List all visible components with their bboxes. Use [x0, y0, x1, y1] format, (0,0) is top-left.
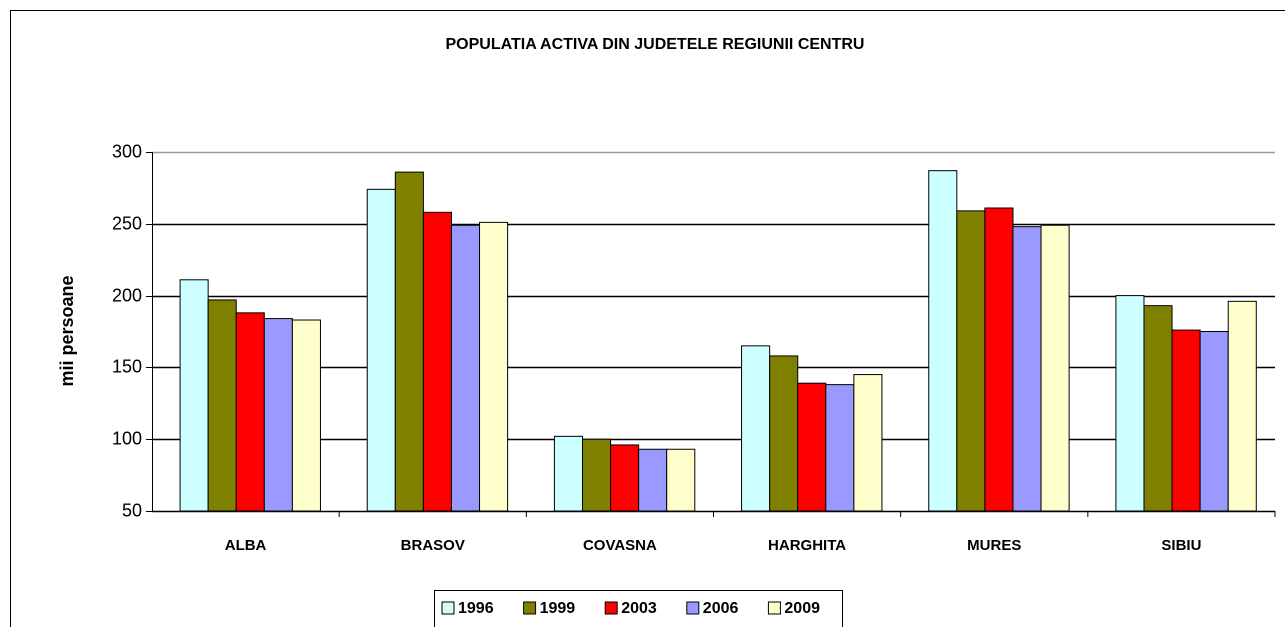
bar — [394, 171, 424, 512]
y-tick-label: 100 — [112, 428, 142, 448]
legend-label: 2006 — [703, 600, 739, 617]
bar — [769, 355, 799, 512]
legend-label: 2009 — [784, 600, 820, 617]
bar — [825, 384, 855, 512]
y-axis-label: mii persoane — [57, 275, 77, 386]
y-tick-label: 200 — [112, 285, 142, 305]
bar — [853, 374, 883, 512]
y-tick-label: 150 — [112, 356, 142, 376]
bar — [1115, 295, 1145, 512]
legend-swatch — [523, 601, 537, 615]
x-tick-label: COVASNA — [583, 537, 657, 554]
bar — [235, 312, 265, 512]
legend-label: 1996 — [458, 600, 494, 617]
legend-label: 1999 — [540, 600, 576, 617]
legend-swatch — [441, 601, 455, 615]
bar — [581, 438, 612, 512]
bar — [263, 318, 293, 512]
bar — [366, 188, 396, 512]
bar — [984, 207, 1014, 512]
x-tick-label: BRASOV — [401, 537, 465, 554]
bar — [610, 444, 640, 512]
chart-title: POPULATIA ACTIVA DIN JUDETELE REGIUNII C… — [446, 36, 865, 53]
legend-swatch — [604, 601, 618, 615]
bar — [1227, 300, 1257, 512]
legend-swatch — [686, 601, 700, 615]
x-tick-label: SIBIU — [1161, 537, 1201, 554]
y-tick-label: 250 — [112, 213, 142, 233]
bar — [928, 170, 958, 512]
x-tick-label: HARGHITA — [768, 537, 846, 554]
bar — [797, 382, 827, 512]
bar — [179, 279, 209, 512]
legend-label: 2003 — [621, 600, 657, 617]
bar — [1199, 331, 1229, 512]
y-tick-label: 300 — [112, 141, 142, 161]
bar — [450, 224, 481, 512]
bar — [1040, 224, 1070, 512]
bar — [666, 448, 696, 512]
bar — [207, 299, 237, 512]
bar — [479, 221, 509, 512]
y-tick-label: 50 — [122, 500, 142, 520]
x-tick-label: MURES — [967, 537, 1021, 554]
bar — [741, 345, 771, 512]
bar — [553, 435, 583, 512]
bar — [422, 211, 452, 512]
bar — [291, 319, 321, 512]
legend-swatch — [767, 601, 781, 615]
bar — [1171, 329, 1201, 512]
bar — [638, 448, 668, 512]
x-tick-label: ALBA — [225, 537, 267, 554]
bar — [1143, 305, 1173, 512]
bar — [956, 210, 986, 512]
bar — [1012, 226, 1042, 512]
